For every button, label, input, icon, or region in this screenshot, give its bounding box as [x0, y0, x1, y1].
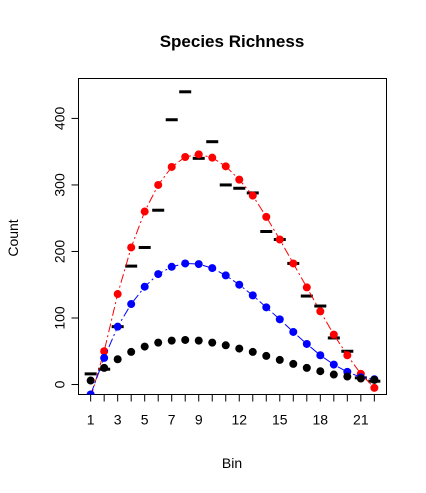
series-1-point-8	[181, 153, 190, 162]
series-1-point-20	[343, 351, 352, 360]
series-1-point-10	[208, 153, 217, 162]
series-2-line	[90, 262, 375, 395]
series-1-point-4	[127, 243, 136, 252]
series-2-point-3	[113, 322, 122, 331]
series-3-point-12	[235, 344, 244, 353]
plot-frame	[78, 78, 387, 395]
series-1-point-13	[248, 191, 257, 200]
series-3-point-14	[262, 351, 271, 360]
y-tick-label-400: 400	[52, 107, 68, 131]
series-2-point-19	[329, 360, 338, 369]
series-2-point-11	[221, 271, 230, 280]
x-axis-label: Bin	[222, 455, 242, 471]
series-2-point-5	[140, 282, 149, 291]
series-3-point-13	[248, 347, 257, 356]
y-tick-label-100: 100	[52, 306, 68, 330]
series-1-point-15	[275, 235, 284, 244]
series-3-point-20	[343, 372, 352, 381]
series-2-point-4	[127, 300, 136, 309]
series-1-point-17	[302, 283, 311, 292]
series-2-point-13	[248, 291, 257, 300]
chart-title: Species Richness	[160, 32, 305, 51]
series-3-point-10	[208, 338, 217, 347]
x-tick-label-7: 7	[168, 412, 176, 428]
series-3-point-5	[140, 342, 149, 351]
series-2-point-7	[167, 262, 176, 271]
series-3-point-18	[316, 367, 325, 376]
series-1-point-22	[370, 383, 379, 392]
series-1-point-6	[154, 180, 163, 189]
x-tick-label-3: 3	[114, 412, 122, 428]
series-0	[84, 90, 381, 383]
x-tick-label-1: 1	[87, 412, 95, 428]
series-1-point-19	[329, 330, 338, 339]
series-3-point-6	[154, 338, 163, 347]
series-2-point-15	[275, 315, 284, 324]
series-2-point-1	[86, 390, 95, 395]
series-1-point-9	[194, 150, 203, 159]
series-2-point-17	[302, 339, 311, 348]
series-3-point-22	[370, 375, 379, 384]
series-1-line	[91, 153, 375, 395]
series-2-point-9	[194, 260, 203, 269]
series-3-point-2	[100, 363, 109, 372]
series-1-point-14	[262, 212, 271, 221]
series-2-point-2	[100, 353, 109, 362]
x-tick-label-5: 5	[141, 412, 149, 428]
series-3	[86, 335, 379, 385]
series-3-point-9	[194, 336, 203, 345]
series-3-point-8	[181, 335, 190, 344]
series-3-point-17	[302, 363, 311, 372]
x-tick-label-18: 18	[313, 412, 329, 428]
series-3-point-1	[86, 376, 95, 385]
x-axis: 1 3 5 7 9 12 15 18 21	[87, 394, 375, 428]
series-2-point-14	[262, 303, 271, 312]
series-1-point-5	[140, 207, 149, 216]
series-layer	[84, 90, 381, 395]
series-1-point-3	[113, 290, 122, 299]
series-2-point-16	[289, 327, 298, 336]
y-tick-label-0: 0	[52, 380, 68, 388]
series-1-point-11	[221, 162, 230, 171]
series-3-point-15	[275, 355, 284, 364]
x-tick-label-12: 12	[231, 412, 247, 428]
y-tick-label-200: 200	[52, 240, 68, 264]
y-axis-label: Count	[5, 219, 21, 256]
x-tick-label-9: 9	[195, 412, 203, 428]
series-2-point-18	[316, 351, 325, 360]
series-3-point-7	[167, 336, 176, 345]
series-3-point-3	[113, 355, 122, 364]
series-1-point-16	[289, 259, 298, 268]
series-2-point-6	[154, 270, 163, 279]
y-tick-label-300: 300	[52, 173, 68, 197]
series-3-point-19	[329, 370, 338, 379]
series-3-point-21	[356, 374, 365, 383]
series-1-point-12	[235, 175, 244, 184]
series-1-point-18	[316, 307, 325, 316]
series-3-point-4	[127, 347, 136, 356]
series-2-point-10	[208, 264, 217, 273]
series-1-point-2	[100, 347, 109, 356]
x-tick-label-21: 21	[353, 412, 369, 428]
y-axis: 0 100 200 300 400	[52, 107, 79, 388]
series-1-point-7	[167, 162, 176, 171]
series-3-point-11	[221, 341, 230, 350]
series-2-point-12	[235, 280, 244, 289]
x-tick-label-15: 15	[272, 412, 288, 428]
series-2-point-8	[181, 259, 190, 268]
series-3-point-16	[289, 359, 298, 368]
